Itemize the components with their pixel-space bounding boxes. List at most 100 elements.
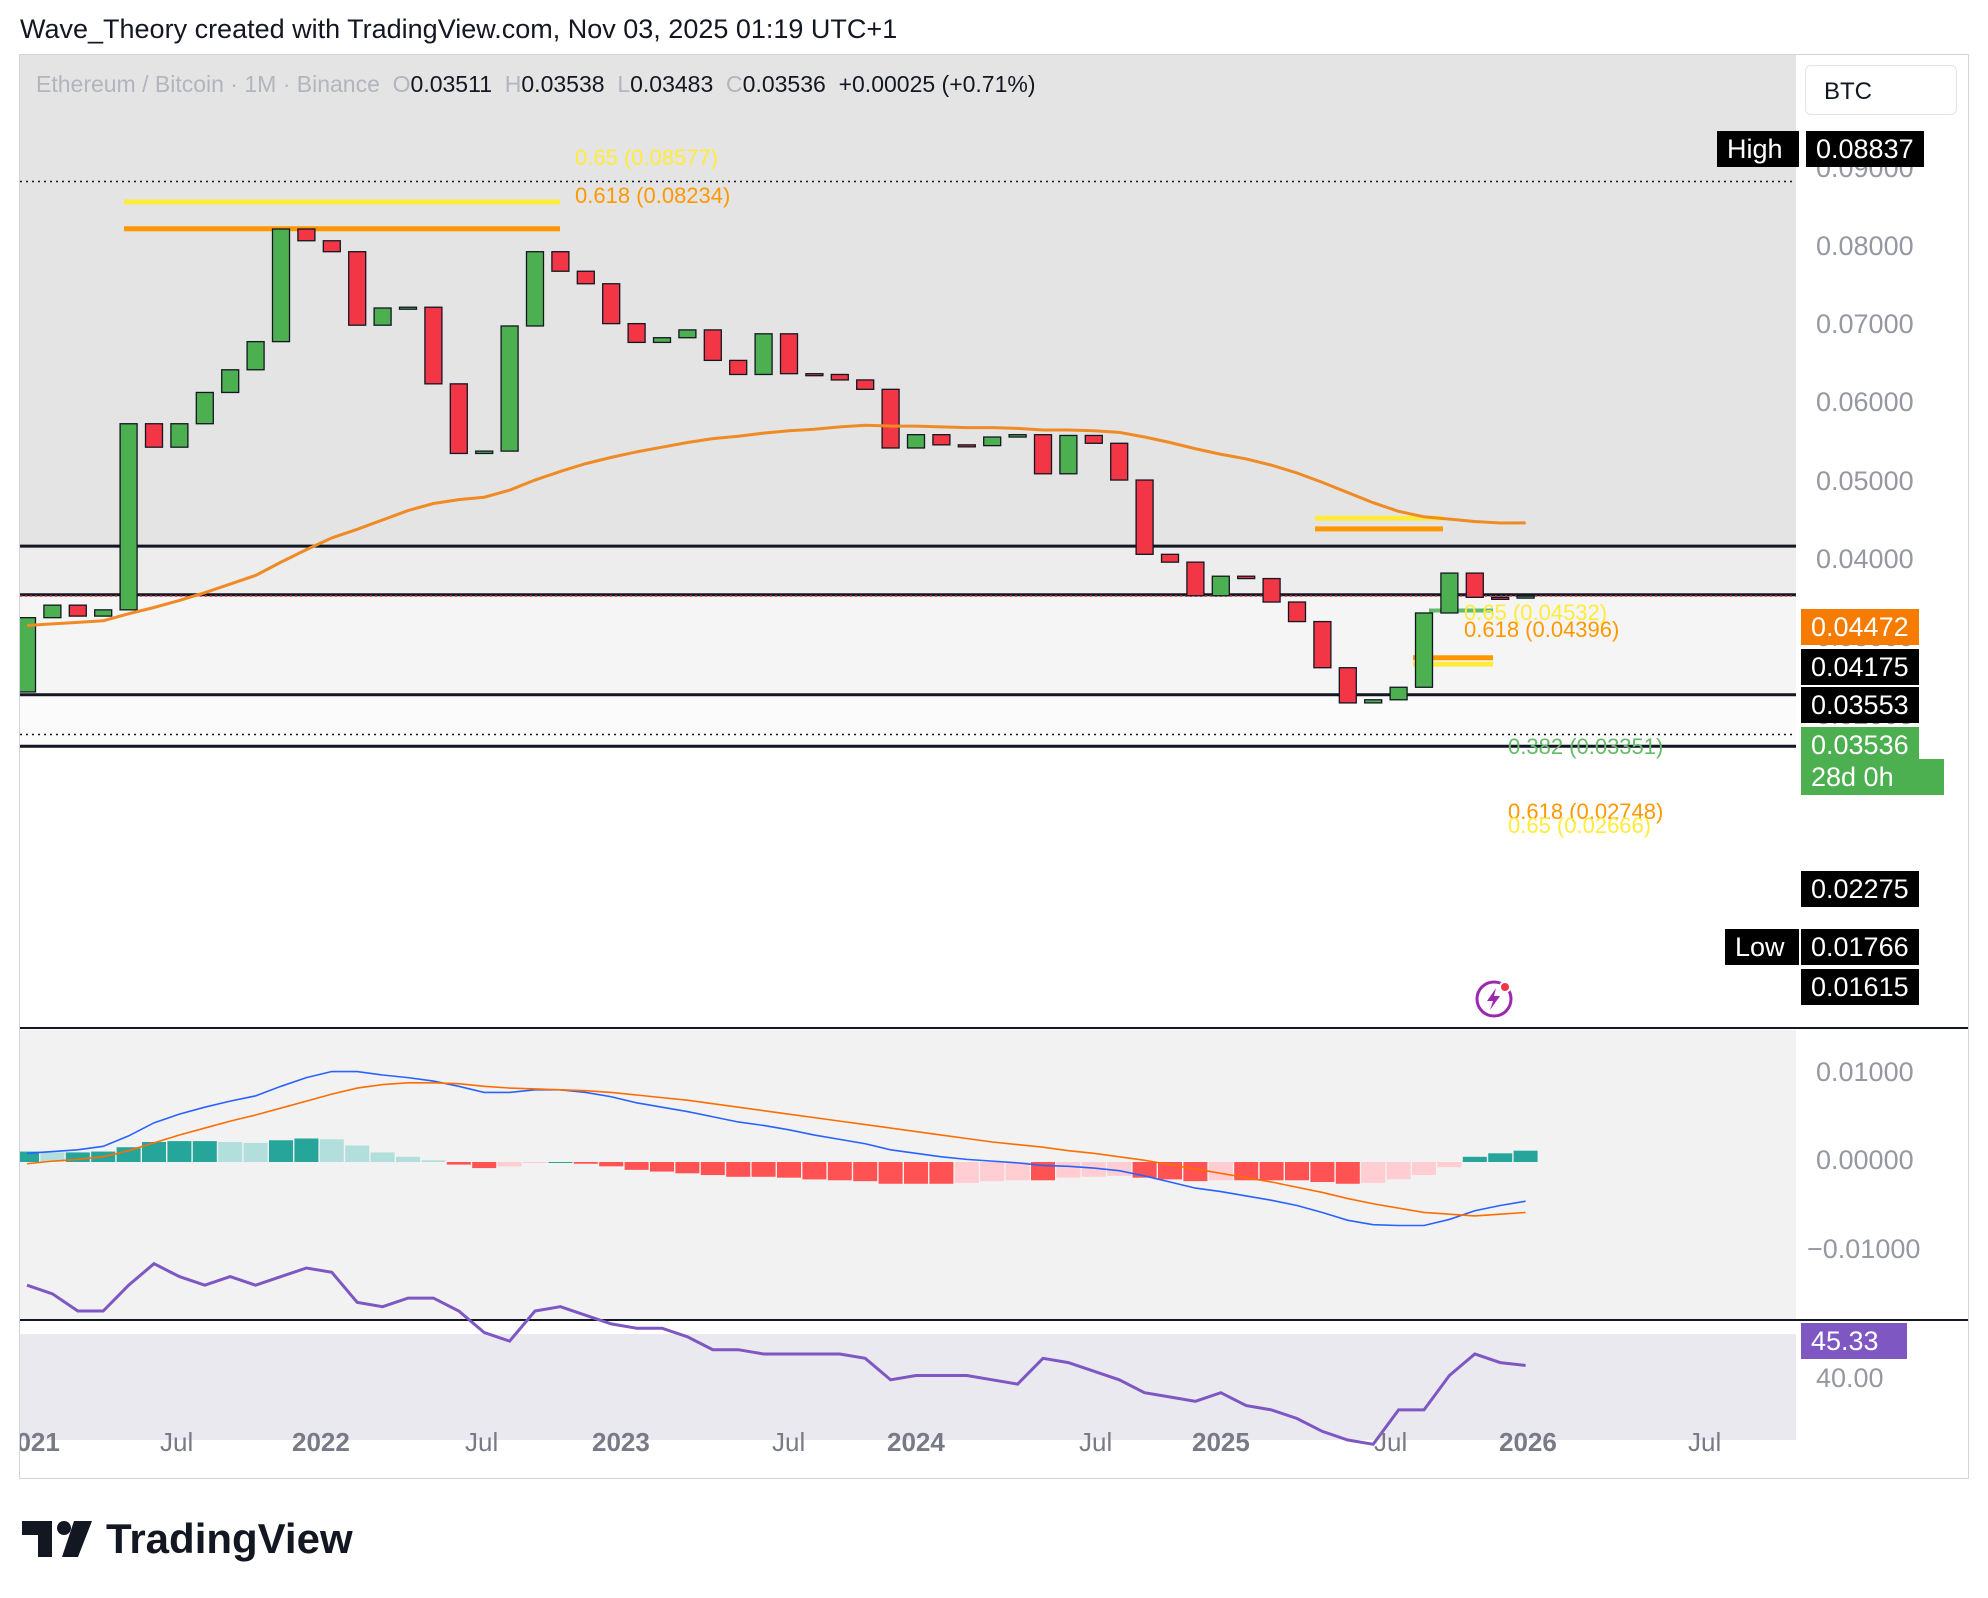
candle-2022-05 [449,383,468,455]
candle-2023-12 [932,434,951,446]
macd-histogram-bar [777,1162,801,1178]
macd-histogram-bar [650,1162,674,1172]
candle-2022-08 [525,251,545,327]
candle-2020-12 [20,617,37,693]
candle-body [119,423,138,611]
symbol-name[interactable]: Ethereum / Bitcoin · 1M · Binance [36,71,380,97]
price-tick: 0.04000 [1816,543,1914,574]
candle-body [170,423,189,448]
macd-histogram-bar [497,1162,522,1167]
macd-histogram-bar [1412,1162,1436,1176]
macd-histogram-bar [853,1162,878,1182]
candle-body [1135,479,1154,555]
macd-histogram-bar [1462,1156,1487,1162]
candle-body [144,423,164,448]
candle-2021-07 [195,391,214,425]
fib-label-top-0618: 0.618 (0.08234) [575,183,731,208]
fib-label-0382: 0.382 (0.03351) [1508,734,1664,759]
zone-lower [20,594,1796,695]
candle-2023-08 [830,373,849,381]
candle-2021-06 [170,423,189,448]
rsi-tick: 40.00 [1816,1363,1884,1393]
macd-histogram-bar [1335,1162,1360,1184]
macd-histogram-bar [1005,1162,1030,1181]
macd-histogram-bar [548,1162,573,1163]
candle-2021-02 [68,604,87,617]
high-label: H [504,71,522,97]
ema-tag: 0.04472 [1801,609,1919,645]
macd-histogram-bar [243,1142,268,1162]
time-tick: 2025 [1192,1427,1250,1457]
macd-histogram-bar [599,1162,624,1167]
candle-body [94,609,113,617]
level-tag-4: 0.01615 [1801,969,1919,1005]
chart-canvas[interactable] [20,55,1969,1479]
candle-body [729,359,748,376]
candle-2023-02 [678,329,697,339]
time-tick: 2024 [887,1427,945,1457]
low-tag-label: Low [1725,929,1799,965]
candle-2022-01 [348,251,367,326]
candle-body [475,450,494,455]
candle-body [1364,699,1383,704]
time-tick: Jul [160,1427,194,1457]
level-tag-1: 0.04175 [1801,649,1919,685]
time-tick: Jul [1374,1427,1408,1457]
candle-2023-06 [779,333,799,375]
candle-2024-04 [1033,434,1053,475]
candle-body [500,325,519,452]
low-tag-value: 0.01766 [1801,929,1919,965]
currency-button[interactable]: BTC [1805,65,1957,115]
macd-histogram-bar [523,1162,547,1163]
price-tick: 0.07000 [1816,309,1914,340]
macd-histogram-bar [65,1152,90,1162]
candle-2021-03 [94,609,113,617]
macd-histogram-bar [319,1139,344,1162]
candle-body [1414,612,1434,688]
candle-2025-01 [1262,577,1281,603]
macd-histogram-bar [1361,1162,1386,1183]
chart-frame[interactable]: Ethereum / Bitcoin · 1M · Binance O0.035… [19,54,1969,1479]
candle-body [525,251,545,327]
candle-body [398,306,418,310]
candle-2024-12 [1237,575,1256,580]
candle-2024-09 [1160,553,1180,563]
candle-body [68,604,87,617]
macd-histogram-bar [1183,1162,1208,1182]
tradingview-logo-icon [22,1521,92,1557]
candle-2024-05 [1059,434,1078,475]
macd-histogram-bar [218,1141,243,1162]
candle-body [1033,434,1053,475]
change-value: +0.00025 (+0.71%) [838,71,1036,97]
candle-2023-11 [906,434,926,449]
candle-body [779,333,799,375]
candle-2021-10 [271,228,291,343]
candle-body [551,251,570,272]
lightning-alert-icon[interactable] [1474,979,1514,1019]
candle-body [602,283,621,325]
candle-body [195,391,214,425]
candle-2024-08 [1135,479,1154,555]
macd-histogram-bar [345,1145,370,1162]
candle-body [1160,553,1180,563]
close-value: 0.03536 [742,71,826,97]
time-tick: Jul [1688,1427,1722,1457]
candle-2023-07 [805,373,824,377]
candle-2024-06 [1084,434,1103,444]
macd-histogram-bar [929,1162,954,1184]
candle-body [246,340,265,371]
macd-tick-3: −0.01000 [1807,1234,1921,1264]
candle-body [1262,577,1281,603]
tradingview-logo[interactable]: TradingView [22,1515,353,1563]
candle-2021-12 [322,240,341,253]
candle-2023-09 [856,379,875,390]
candle-2023-01 [652,337,672,344]
macd-line [26,1070,1526,1227]
candle-body [1237,575,1256,580]
macd-histogram-bar [167,1141,192,1162]
candle-body [1186,561,1205,597]
candle-body [449,383,468,455]
candle-2023-10 [881,388,900,449]
candle-2023-04 [729,359,748,376]
candle-body [678,329,697,339]
